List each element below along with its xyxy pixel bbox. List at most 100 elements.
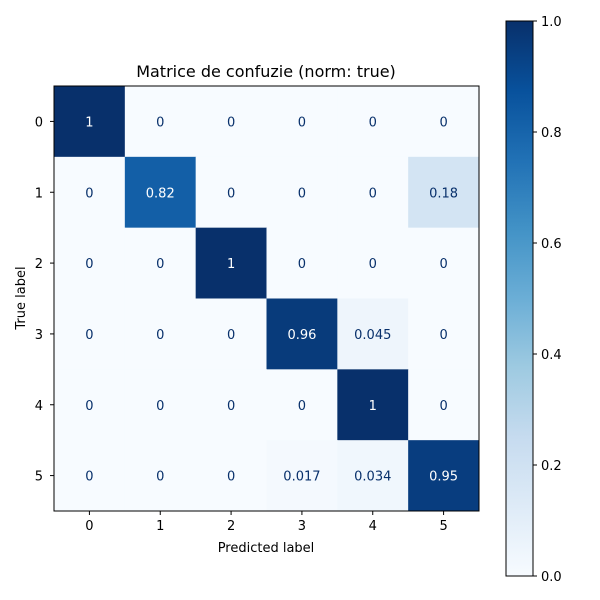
colorbar-tick-label: 0.4 bbox=[541, 348, 562, 363]
cell-value-label: 0 bbox=[156, 399, 164, 414]
heatmap-cell bbox=[124, 440, 197, 512]
heatmap-cell bbox=[408, 227, 480, 299]
cell-value-label: 0 bbox=[298, 257, 306, 272]
cell-value-label: 0 bbox=[227, 115, 235, 130]
cell-value-label: 0.045 bbox=[354, 328, 391, 343]
heatmap-cell bbox=[195, 227, 267, 299]
x-axis-label: Predicted label bbox=[218, 541, 315, 556]
heatmap-cell bbox=[124, 86, 197, 158]
heatmap-cell bbox=[195, 86, 267, 158]
heatmap-cell bbox=[195, 298, 267, 370]
heatmap-cell bbox=[266, 227, 338, 299]
colorbar-ticks: 0.0 0.2 0.4 0.6 0.8 1.0 bbox=[533, 15, 562, 585]
x-tick-label: 3 bbox=[298, 519, 306, 534]
heatmap-cell bbox=[54, 86, 126, 158]
heatmap-cell bbox=[408, 298, 480, 370]
y-tick-label: 2 bbox=[35, 257, 43, 272]
heatmap-cell bbox=[124, 369, 197, 441]
x-tick-label: 2 bbox=[227, 519, 235, 534]
heatmap-cell bbox=[124, 156, 197, 229]
cell-value-label: 0 bbox=[85, 399, 93, 414]
heatmap-cell bbox=[195, 440, 267, 512]
cell-value-label: 0 bbox=[298, 186, 306, 201]
cell-value-label: 0 bbox=[156, 328, 164, 343]
colorbar-tick-label: 0.8 bbox=[541, 126, 562, 141]
colorbar: 0.0 0.2 0.4 0.6 0.8 1.0 bbox=[505, 15, 562, 585]
heatmap-cell bbox=[337, 86, 409, 158]
x-tick-label: 1 bbox=[156, 519, 164, 534]
y-tick-label: 0 bbox=[35, 115, 43, 130]
cell-value-label: 0 bbox=[85, 328, 93, 343]
cell-value-label: 0 bbox=[439, 399, 447, 414]
heatmap-cell bbox=[54, 298, 126, 370]
cell-value-label: 0 bbox=[156, 115, 164, 130]
cell-value-label: 0 bbox=[227, 328, 235, 343]
plot-frame bbox=[53, 85, 480, 512]
heatmap-cell bbox=[54, 440, 126, 512]
cell-value-label: 0 bbox=[439, 257, 447, 272]
cell-value-label: 0 bbox=[369, 186, 377, 201]
heatmap-cell bbox=[408, 369, 480, 441]
heatmap-cell bbox=[337, 156, 409, 229]
heatmap-cell bbox=[195, 156, 267, 229]
cell-value-label: 0.96 bbox=[287, 328, 316, 343]
cell-value-label: 1 bbox=[369, 399, 377, 414]
cell-value-label: 0 bbox=[298, 399, 306, 414]
heatmap-cell bbox=[195, 369, 267, 441]
y-axis-ticks: 0 1 2 3 4 5 bbox=[35, 115, 54, 485]
heatmap-cell bbox=[408, 156, 480, 229]
cell-value-label: 0 bbox=[369, 257, 377, 272]
colorbar-tick-label: 0.0 bbox=[541, 570, 562, 585]
chart-title: Matrice de confuzie (norm: true) bbox=[136, 62, 396, 81]
heatmap-cell bbox=[408, 86, 480, 158]
colorbar-tick-label: 0.2 bbox=[541, 459, 562, 474]
y-tick-label: 3 bbox=[35, 328, 43, 343]
y-axis-label: True label bbox=[14, 266, 29, 330]
heatmap-cell bbox=[266, 156, 338, 229]
cell-value-label: 0.18 bbox=[429, 186, 458, 201]
heatmap-cell bbox=[124, 298, 197, 370]
cell-value-label: 0 bbox=[369, 115, 377, 130]
cell-value-label: 0.034 bbox=[354, 470, 391, 485]
heatmap-cell bbox=[337, 369, 409, 441]
cell-value-label: 0 bbox=[227, 470, 235, 485]
cell-value-label: 1 bbox=[227, 257, 235, 272]
x-tick-label: 5 bbox=[439, 519, 447, 534]
heatmap-cell bbox=[337, 440, 409, 512]
heatmap-cell bbox=[337, 298, 409, 370]
heatmap-cell bbox=[266, 440, 338, 512]
heatmap-cell bbox=[54, 156, 126, 229]
heatmap-cell bbox=[124, 227, 197, 299]
cell-value-label: 0 bbox=[85, 470, 93, 485]
cell-value-label: 0.95 bbox=[429, 470, 458, 485]
x-tick-label: 0 bbox=[85, 519, 93, 534]
heatmap-cell bbox=[408, 440, 480, 512]
cell-value-label: 0 bbox=[439, 115, 447, 130]
colorbar-tick-label: 1.0 bbox=[541, 15, 562, 30]
colorbar-gradient bbox=[505, 20, 534, 577]
cell-value-label: 0 bbox=[439, 328, 447, 343]
heatmap-cell bbox=[266, 369, 338, 441]
cell-value-label: 1 bbox=[85, 115, 93, 130]
colorbar-tick-label: 0.6 bbox=[541, 237, 562, 252]
cell-value-label: 0 bbox=[227, 399, 235, 414]
heatmap-cell bbox=[54, 227, 126, 299]
cell-value-label: 0 bbox=[156, 470, 164, 485]
y-tick-label: 4 bbox=[35, 399, 43, 414]
heatmap-cell bbox=[54, 369, 126, 441]
cell-value-label: 0 bbox=[298, 115, 306, 130]
heatmap-cells: 1 0 0 0 0 0 0 0.82 0 0 0 0.18 0 0 1 0 0 0 0 0 0 0.96 0.045 0 0 0 0… bbox=[54, 86, 480, 512]
x-tick-label: 4 bbox=[369, 519, 377, 534]
cell-value-label: 0 bbox=[85, 257, 93, 272]
cell-value-label: 0.82 bbox=[146, 186, 175, 201]
heatmap-cell bbox=[337, 227, 409, 299]
y-tick-label: 1 bbox=[35, 186, 43, 201]
y-tick-label: 5 bbox=[35, 470, 43, 485]
cell-value-label: 0 bbox=[156, 257, 164, 272]
heatmap-cell bbox=[266, 298, 338, 370]
x-axis-ticks: 0 1 2 3 4 5 bbox=[85, 511, 448, 534]
heatmap-cell bbox=[266, 86, 338, 158]
cell-value-label: 0 bbox=[227, 186, 235, 201]
cell-value-label: 0 bbox=[85, 186, 93, 201]
